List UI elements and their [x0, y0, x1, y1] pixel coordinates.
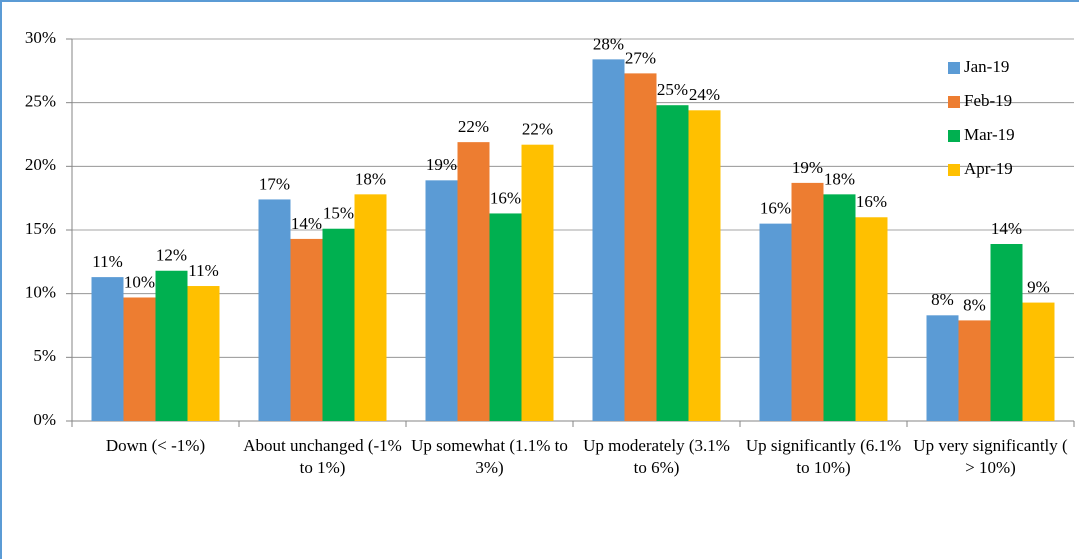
legend-swatch: [948, 96, 960, 108]
bar: [187, 286, 220, 421]
bar: [656, 105, 689, 422]
data-label: 14%: [291, 214, 322, 233]
bar: [489, 213, 522, 421]
data-label: 22%: [522, 120, 553, 139]
bar: [354, 194, 387, 421]
x-tick-label: Up somewhat (1.1% to 3%): [411, 436, 568, 477]
bar: [926, 315, 959, 421]
legend-swatch: [948, 164, 960, 176]
bar: [855, 217, 888, 421]
data-label: 25%: [657, 80, 688, 99]
bar: [425, 180, 458, 421]
y-tick-label: 30%: [25, 28, 56, 47]
bar: [290, 238, 323, 421]
bar: [91, 277, 124, 421]
data-label: 10%: [124, 272, 155, 291]
data-label: 18%: [824, 169, 855, 188]
bar: [759, 223, 792, 421]
x-tick-label: Up significantly (6.1% to 10%): [745, 436, 902, 477]
data-label: 27%: [625, 48, 656, 67]
bar: [823, 194, 856, 421]
legend-swatch: [948, 62, 960, 74]
bar: [521, 144, 554, 422]
data-label: 19%: [792, 158, 823, 177]
bar: [1022, 302, 1055, 421]
y-tick-label: 15%: [25, 219, 56, 238]
data-label: 16%: [760, 199, 791, 218]
bar: [322, 228, 355, 421]
data-label: 8%: [963, 295, 986, 314]
data-label: 22%: [458, 117, 489, 136]
y-tick-label: 10%: [25, 283, 56, 302]
bar: [155, 270, 188, 421]
bar: [688, 110, 721, 421]
legend-label: Feb-19: [964, 91, 1012, 110]
data-label: 24%: [689, 85, 720, 104]
bar: [624, 73, 657, 421]
data-label: 11%: [92, 252, 123, 271]
data-label: 11%: [188, 261, 219, 280]
legend-label: Mar-19: [964, 125, 1015, 144]
legend-swatch: [948, 130, 960, 142]
data-label: 8%: [931, 290, 954, 309]
legend-label: Jan-19: [964, 57, 1009, 76]
y-tick-label: 5%: [33, 346, 56, 365]
x-tick-label: Up very significantly ( > 10%): [913, 436, 1068, 477]
y-tick-label: 25%: [25, 92, 56, 111]
x-tick-label: Down (< -1%): [105, 436, 206, 455]
data-label: 19%: [426, 155, 457, 174]
data-label: 12%: [156, 246, 187, 265]
data-label: 28%: [593, 34, 624, 53]
bar: [958, 320, 991, 421]
y-tick-label: 0%: [33, 410, 56, 429]
data-label: 17%: [259, 174, 290, 193]
legend-label: Apr-19: [964, 159, 1013, 178]
data-label: 9%: [1027, 277, 1050, 296]
y-tick-label: 20%: [25, 155, 56, 174]
data-label: 15%: [323, 204, 354, 223]
bar: [791, 182, 824, 421]
bar: [990, 244, 1023, 421]
bar: [123, 297, 156, 421]
data-label: 16%: [856, 192, 887, 211]
bar: [258, 199, 291, 421]
x-tick-label: About unchanged (-1% to 1%): [243, 436, 402, 477]
bar: [457, 142, 490, 421]
data-label: 14%: [991, 219, 1022, 238]
data-label: 16%: [490, 188, 521, 207]
x-tick-label: Up moderately (3.1% to 6%): [583, 436, 730, 477]
bar: [592, 59, 625, 422]
data-label: 18%: [355, 169, 386, 188]
